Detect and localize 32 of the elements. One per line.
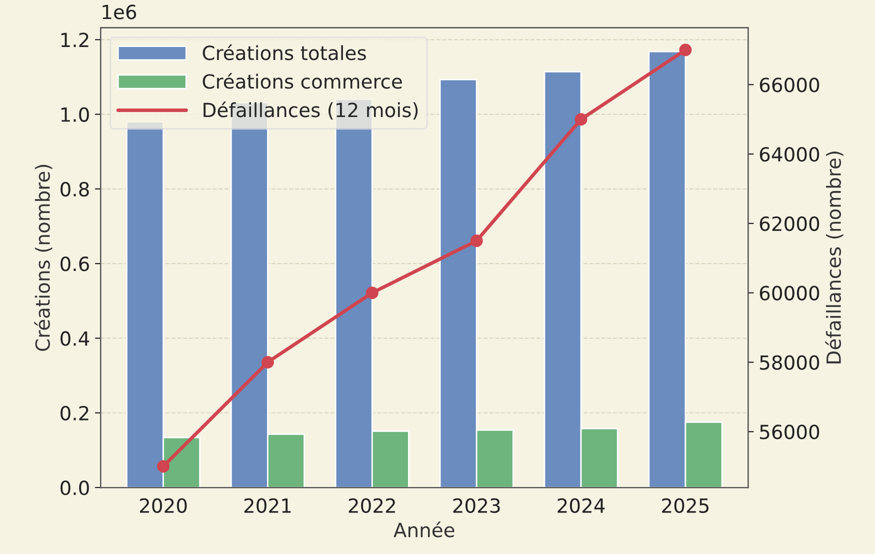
y-tick-label: 0.2 — [60, 406, 88, 421]
y2-axis-title: Défaillances (nombre) — [825, 152, 844, 364]
y-axis-title: Créations (nombre) — [34, 164, 52, 351]
legend-label: Défaillances (12 mois) — [204, 102, 418, 120]
x-tick-label: 2022 — [348, 498, 395, 513]
text: 1e6 — [102, 4, 136, 20]
y-tick-label: 1.0 — [61, 107, 89, 122]
x-axis-title: Année — [394, 522, 454, 538]
point — [679, 44, 692, 56]
y-tick-label: 0.4 — [60, 331, 90, 346]
y2-tick-label: 60000 — [760, 286, 820, 300]
y2-tick-label: 64000 — [760, 146, 820, 162]
point — [366, 286, 378, 300]
point — [261, 356, 274, 368]
y-tick-label: 0.0 — [60, 480, 89, 496]
x-tick-label: 2021 — [244, 498, 291, 513]
point — [470, 234, 483, 248]
y2-tick-label: 62000 — [760, 216, 820, 232]
x-tick-label: 2023 — [453, 498, 500, 513]
y-tick-label: 0.8 — [60, 182, 89, 197]
y-tick-label: 1.2 — [61, 32, 88, 48]
y2-tick-label: 58000 — [760, 355, 820, 370]
y-tick-label: 0.6 — [60, 256, 89, 272]
point — [157, 460, 170, 473]
y2-tick-label: 66000 — [760, 78, 820, 92]
legend-label: Créations totales — [202, 44, 366, 60]
point — [574, 113, 588, 126]
legend-label: Créations commerce — [202, 72, 402, 89]
x-tick-label: 2024 — [558, 498, 605, 513]
x-tick-label: 2020 — [140, 498, 187, 513]
x-tick-label: 2025 — [662, 498, 709, 513]
y2-tick-label: 56000 — [760, 424, 820, 440]
